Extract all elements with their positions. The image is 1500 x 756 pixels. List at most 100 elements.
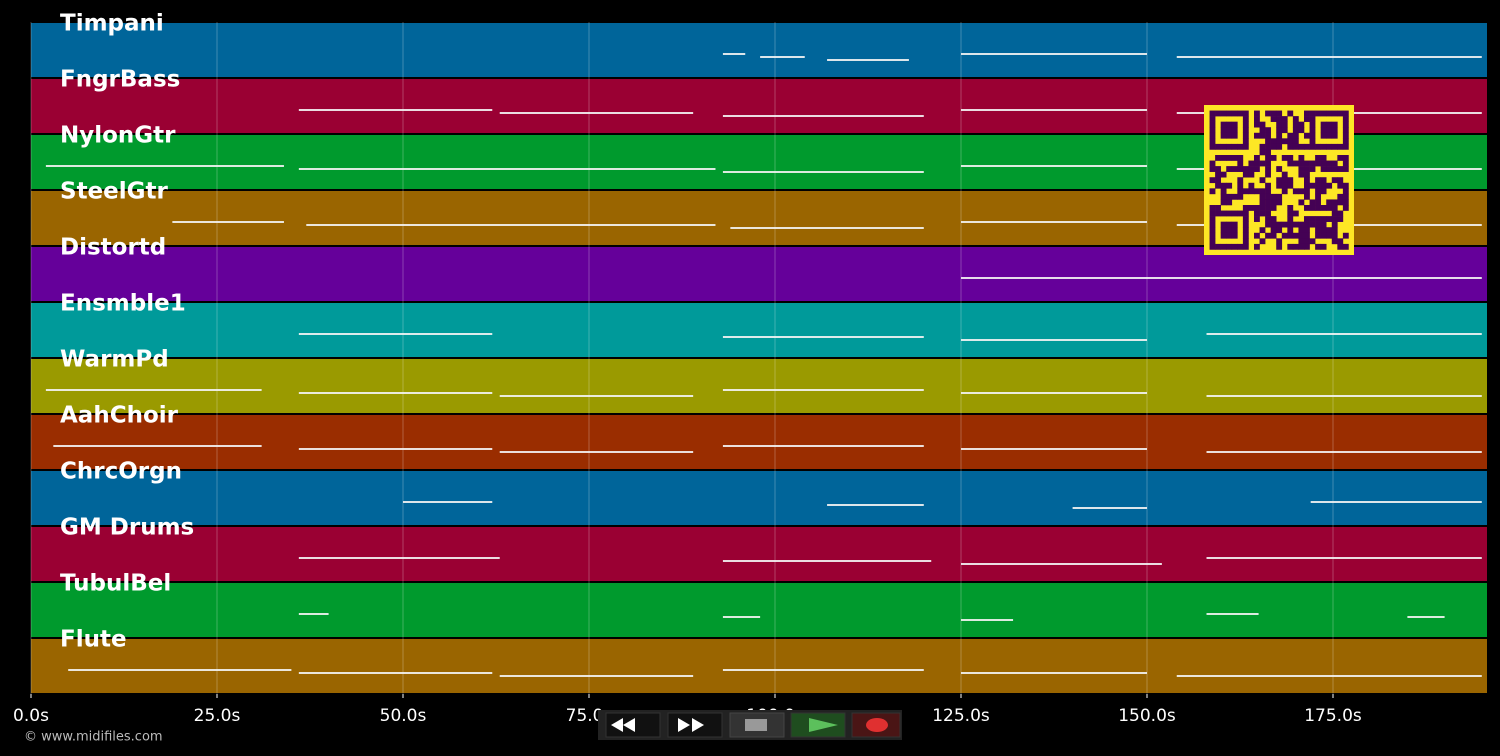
qr-module: [1231, 121, 1238, 128]
qr-module: [1242, 227, 1249, 234]
qr-module: [1292, 221, 1299, 228]
qr-module: [1254, 121, 1260, 128]
qr-module: [1292, 127, 1299, 134]
note-segment: [298, 333, 493, 335]
fast-forward-button[interactable]: [667, 712, 723, 738]
qr-module: [1237, 188, 1244, 195]
qr-module: [1304, 182, 1310, 189]
qr-module: [1265, 127, 1271, 134]
note-segment: [960, 563, 1162, 565]
qr-module: [1265, 138, 1271, 145]
qr-module: [1281, 171, 1288, 178]
track-lane: [31, 639, 1487, 693]
qr-module: [1320, 127, 1327, 134]
note-segment: [730, 227, 924, 229]
qr-module: [1287, 160, 1294, 167]
qr-module: [1342, 199, 1349, 206]
qr-module: [1281, 155, 1288, 161]
qr-module: [1337, 110, 1344, 117]
note-segment: [722, 560, 932, 562]
note-segment: [1206, 557, 1482, 559]
qr-module: [1326, 121, 1333, 128]
qr-module: [1231, 210, 1238, 217]
note-segment: [722, 389, 924, 391]
qr-module: [1231, 132, 1238, 139]
qr-module: [1276, 143, 1283, 150]
track-lane: [31, 471, 1487, 525]
qr-module: [1292, 232, 1299, 239]
qr-module: [1215, 110, 1221, 117]
qr-module: [1276, 177, 1283, 184]
note-segment: [306, 224, 716, 226]
qr-module: [1242, 188, 1249, 195]
track-lane: [31, 303, 1487, 357]
qr-module: [1320, 110, 1327, 117]
note-segment: [1176, 56, 1482, 58]
qr-module: [1309, 199, 1316, 206]
qr-module: [1209, 232, 1216, 239]
qr-module: [1281, 121, 1288, 128]
qr-module: [1220, 227, 1227, 234]
track-lane: [31, 359, 1487, 413]
qr-module: [1265, 110, 1271, 117]
qr-module: [1320, 216, 1327, 222]
stop-button[interactable]: [729, 712, 785, 738]
qr-module: [1281, 177, 1288, 184]
qr-module: [1304, 132, 1310, 139]
qr-module: [1242, 205, 1249, 211]
qr-module: [1298, 160, 1305, 167]
qr-module: [1265, 205, 1271, 211]
qr-module: [1270, 193, 1277, 200]
note-segment: [68, 669, 292, 671]
qr-module: [1337, 210, 1344, 217]
note-segment: [499, 675, 694, 677]
qr-module: [1259, 177, 1266, 184]
qr-module: [1309, 216, 1316, 222]
qr-module: [1342, 143, 1349, 150]
qr-module: [1304, 193, 1310, 200]
qr-module: [1304, 216, 1310, 222]
qr-module: [1226, 199, 1233, 206]
qr-module: [1309, 121, 1316, 128]
record-button[interactable]: [851, 712, 901, 738]
qr-module: [1270, 143, 1277, 150]
qr-module: [1298, 166, 1305, 172]
rewind-button[interactable]: [605, 712, 661, 738]
qr-module: [1315, 232, 1321, 239]
qr-module: [1231, 232, 1238, 239]
qr-module: [1315, 160, 1321, 167]
qr-module: [1259, 210, 1266, 217]
qr-module: [1304, 188, 1310, 195]
note-segment: [499, 451, 694, 453]
qr-module: [1226, 155, 1233, 161]
note-segment: [960, 53, 1147, 55]
qr-module: [1209, 127, 1216, 134]
qr-module: [1326, 182, 1333, 189]
qr-module: [1254, 116, 1260, 122]
note-segment: [1407, 616, 1445, 618]
note-segment: [298, 448, 493, 450]
qr-module: [1320, 132, 1327, 139]
qr-module: [1220, 199, 1227, 206]
qr-module: [1287, 138, 1294, 145]
x-tick-label: 175.0s: [1304, 706, 1362, 726]
track-name: SteelGtr: [60, 179, 169, 205]
qr-module: [1265, 171, 1271, 178]
qr-module: [1320, 166, 1327, 172]
qr-module: [1292, 160, 1299, 167]
note-segment: [45, 389, 262, 391]
qr-module: [1309, 182, 1316, 189]
qr-module: [1215, 155, 1221, 161]
qr-module: [1304, 177, 1310, 184]
play-button[interactable]: [790, 712, 846, 738]
qr-module: [1215, 243, 1221, 250]
qr-module: [1320, 232, 1327, 239]
qr-module: [1320, 182, 1327, 189]
qr-module: [1237, 160, 1244, 167]
qr-module: [1209, 121, 1216, 128]
qr-module: [1265, 166, 1271, 172]
note-segment: [960, 221, 1147, 223]
note-segment: [960, 448, 1147, 450]
note-segment: [722, 336, 924, 338]
qr-module: [1259, 160, 1266, 167]
